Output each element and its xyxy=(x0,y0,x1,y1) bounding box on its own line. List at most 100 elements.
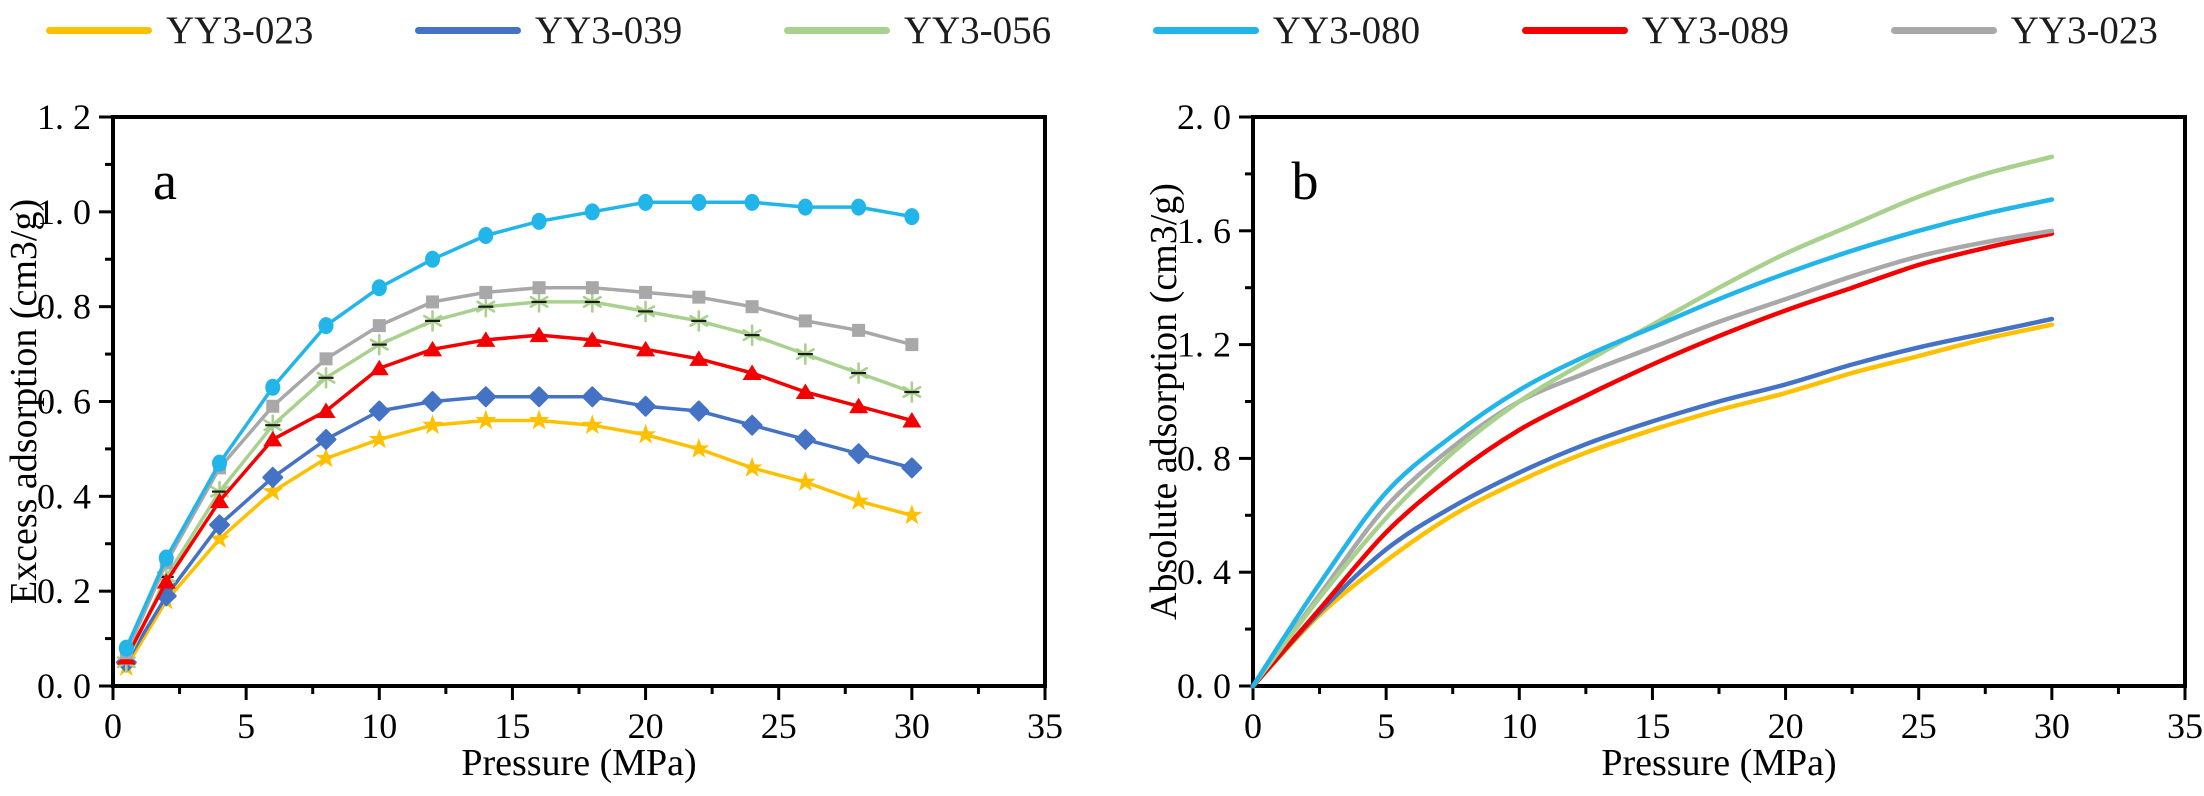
marker-circle xyxy=(478,227,494,245)
legend-swatch-icon xyxy=(1152,26,1259,34)
marker-diamond xyxy=(794,428,816,450)
marker-triangle xyxy=(636,340,656,357)
x-tick-label: 5 xyxy=(1377,706,1395,746)
marker-circle xyxy=(531,212,547,230)
marker-star xyxy=(368,428,390,449)
marker-circle xyxy=(904,208,920,226)
legend-label: YY3-023 xyxy=(166,8,314,52)
marker-square xyxy=(852,323,866,337)
marker-diamond xyxy=(315,428,337,450)
marker-star xyxy=(315,447,337,468)
marker-triangle xyxy=(795,383,815,400)
y-axis-label: Excess adsorption (cm3/g) xyxy=(3,199,45,604)
marker-circle xyxy=(851,198,867,216)
legend-swatch-icon xyxy=(783,26,890,34)
marker-triangle xyxy=(369,359,389,376)
marker-circle xyxy=(318,317,334,335)
y-tick-label: 0. 4 xyxy=(1177,552,1231,592)
series-line xyxy=(1250,228,2055,689)
legend-label: YY3-039 xyxy=(534,8,683,52)
marker-diamond xyxy=(635,395,657,417)
marker-circle xyxy=(691,193,707,211)
legend-item-2: YY3-056 xyxy=(783,8,1051,53)
marker-square xyxy=(426,295,440,309)
y-tick-label: 0. 0 xyxy=(37,666,91,706)
x-tick-label: 25 xyxy=(761,706,797,746)
marker-circle xyxy=(797,198,813,216)
marker-circle xyxy=(212,454,228,472)
legend-item-5: YY3-023 xyxy=(1890,8,2158,53)
marker-circle xyxy=(584,203,600,221)
marker-diamond xyxy=(262,466,284,488)
series-YY3-023-3 xyxy=(1250,228,2055,689)
legend-label: YY3-089 xyxy=(1641,8,1790,52)
marker-diamond xyxy=(209,514,231,536)
y-tick-label: 0. 6 xyxy=(37,382,91,422)
y-tick-label: 1. 6 xyxy=(1177,211,1231,251)
marker-star xyxy=(209,528,230,548)
panel-letter: b xyxy=(1292,151,1319,211)
marker-triangle xyxy=(156,573,176,589)
y-axis-label: Absolute adsorption (cm3/g) xyxy=(1143,183,1185,620)
marker-circle xyxy=(638,193,654,211)
marker-circle xyxy=(744,193,760,211)
x-tick-label: 25 xyxy=(1901,706,1937,746)
marker-star xyxy=(635,423,656,444)
marker-square xyxy=(266,399,280,413)
marker-star xyxy=(422,414,443,435)
series-line xyxy=(1250,231,2055,689)
marker-square xyxy=(639,285,653,299)
marker-triangle xyxy=(849,397,869,414)
legend-swatch-icon xyxy=(1890,26,1997,34)
series-YY3-056-2 xyxy=(116,291,922,674)
x-tick-label: 0 xyxy=(104,706,122,746)
marker-triangle xyxy=(742,364,762,381)
marker-diamond xyxy=(368,400,390,422)
x-tick-label: 30 xyxy=(894,706,930,746)
series-line xyxy=(124,300,913,664)
marker-square xyxy=(532,281,546,295)
marker-diamond xyxy=(688,400,710,422)
marker-star xyxy=(262,480,284,501)
marker-square xyxy=(479,285,493,299)
marker-triangle xyxy=(582,331,602,347)
series-line xyxy=(124,395,913,664)
series-line xyxy=(1250,316,2055,689)
legend-item-3: YY3-080 xyxy=(1152,8,1420,53)
panel-a xyxy=(99,115,1047,700)
series-YY3-089-3 xyxy=(116,326,922,665)
marker-circle xyxy=(425,250,441,268)
panel-letter: a xyxy=(153,151,177,211)
x-tick-label: 20 xyxy=(1768,706,1804,746)
x-axis-label: Pressure (MPa) xyxy=(461,742,696,784)
marker-circle xyxy=(158,549,174,567)
marker-diamond xyxy=(475,386,497,408)
x-tick-label: 30 xyxy=(2034,706,2070,746)
marker-triangle xyxy=(902,411,922,428)
x-tick-label: 35 xyxy=(2167,706,2203,746)
y-tick-label: 0. 0 xyxy=(1177,666,1231,706)
series-line xyxy=(124,200,913,649)
x-tick-label: 35 xyxy=(1027,706,1063,746)
marker-square xyxy=(692,290,706,304)
y-tick-label: 1. 0 xyxy=(37,192,91,232)
marker-triangle xyxy=(210,492,230,509)
marker-star xyxy=(581,414,603,435)
legend-swatch-icon xyxy=(46,26,152,34)
marker-triangle xyxy=(529,326,549,343)
marker-square xyxy=(745,300,759,314)
legend-label: YY3-023 xyxy=(2010,8,2158,52)
series-line xyxy=(1250,322,2055,689)
series-line xyxy=(124,418,913,668)
marker-star xyxy=(901,504,923,525)
marker-circle xyxy=(265,378,281,396)
marker-circle xyxy=(118,639,134,657)
marker-diamond xyxy=(581,386,603,408)
marker-triangle xyxy=(476,331,496,347)
marker-star xyxy=(848,490,870,510)
y-tick-label: 2. 0 xyxy=(1177,97,1231,137)
legend-item-4: YY3-089 xyxy=(1521,8,1790,53)
marker-square xyxy=(372,319,386,333)
